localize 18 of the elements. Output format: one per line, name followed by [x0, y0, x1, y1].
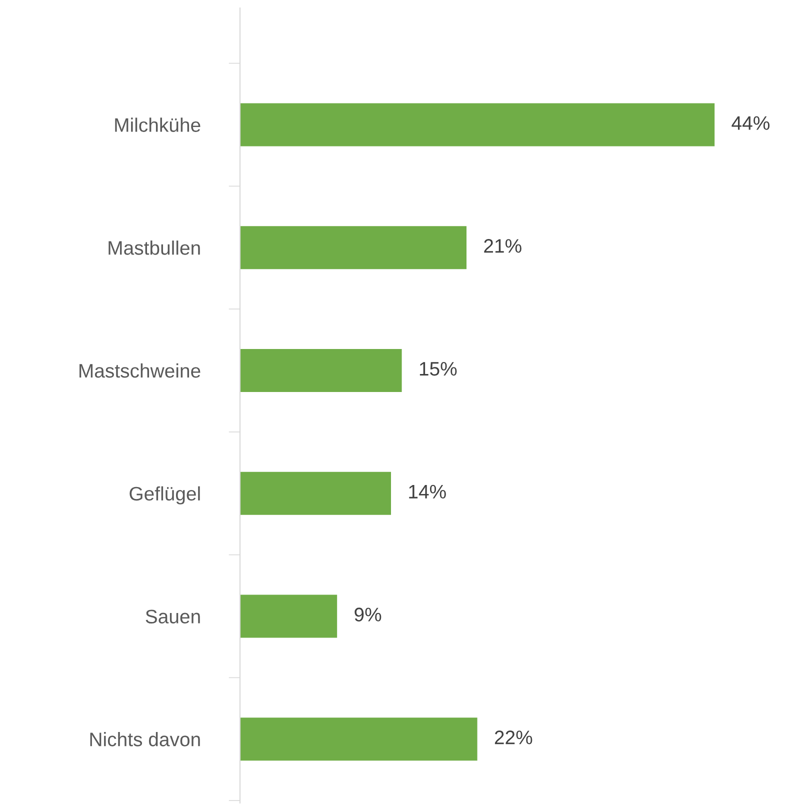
bar: [240, 103, 715, 146]
y-tick-label: Mastschweine: [80, 363, 200, 378]
bar: [240, 718, 478, 761]
y-tick-label: Mastbullen: [108, 240, 200, 255]
data-label: 44%: [732, 116, 770, 130]
y-tick-label: Geflügel: [130, 486, 200, 504]
bar: [240, 594, 338, 638]
bar: [240, 472, 391, 515]
data-label: 9%: [354, 608, 382, 622]
bar: [240, 348, 402, 392]
y-tick-label: Nichts davon: [90, 732, 200, 746]
data-label: 14%: [409, 484, 446, 498]
data-label: 15%: [420, 362, 457, 376]
y-tick-label: Sauen: [146, 610, 200, 624]
bar: [240, 226, 466, 270]
y-tick-label: Milchkühe: [115, 118, 200, 132]
data-label: 21%: [484, 239, 522, 253]
data-label: 22%: [494, 730, 532, 744]
